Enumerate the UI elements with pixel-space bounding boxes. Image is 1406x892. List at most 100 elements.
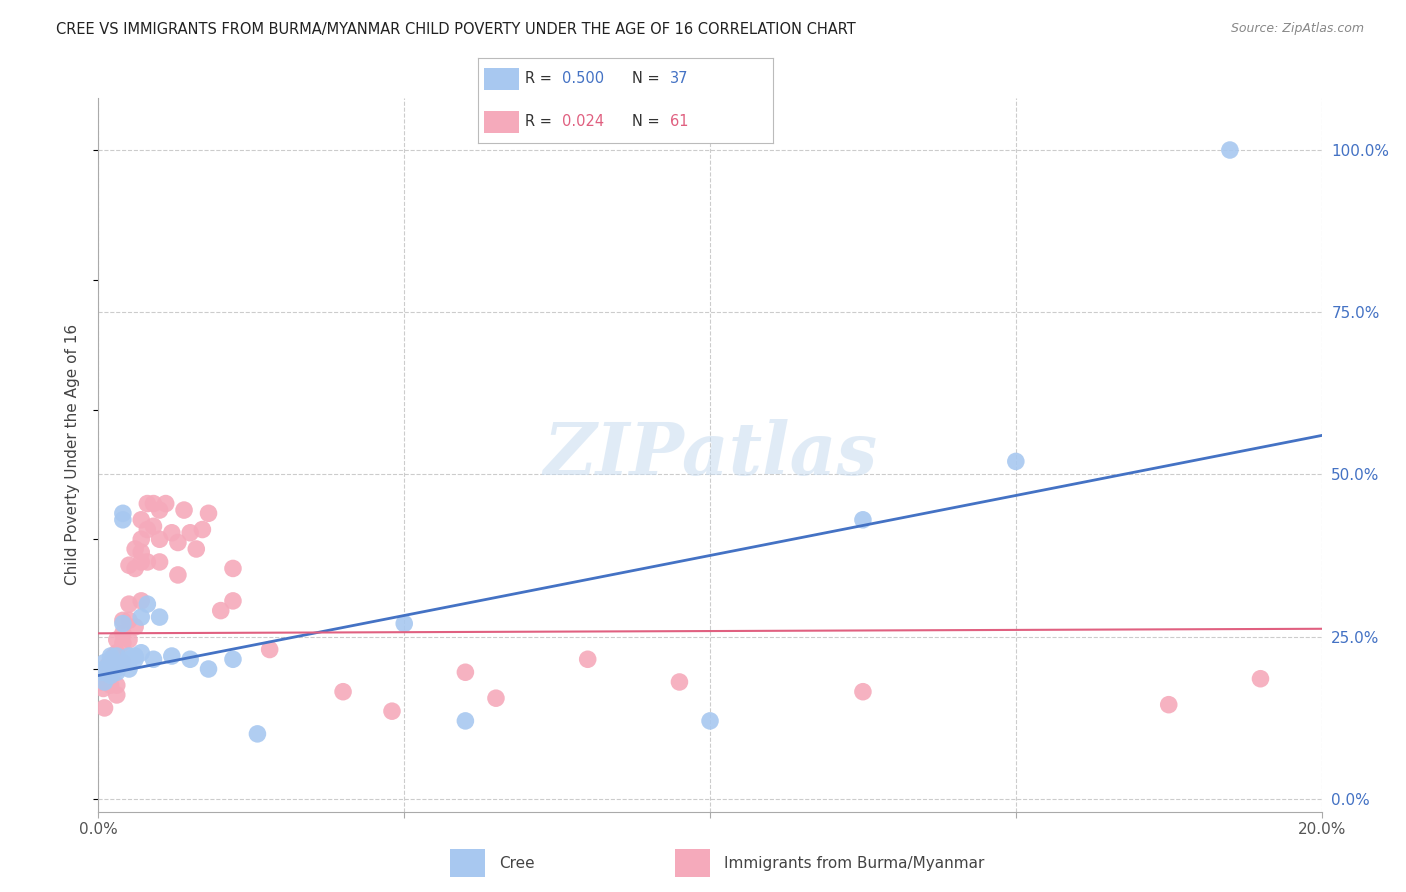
Point [118, 648, 141, 663]
Point [155, 497, 177, 511]
Point [179, 525, 201, 540]
Point [1219, 143, 1241, 157]
Point [93, 665, 115, 680]
Text: 0.024: 0.024 [562, 113, 605, 128]
Point [197, 662, 219, 676]
Text: Cree: Cree [499, 855, 534, 871]
Point [191, 523, 214, 537]
Point [97, 672, 120, 686]
Point [246, 727, 269, 741]
Text: ZIPatlas: ZIPatlas [543, 419, 877, 491]
Point [105, 665, 128, 680]
Text: CREE VS IMMIGRANTS FROM BURMA/MYANMAR CHILD POVERTY UNDER THE AGE OF 16 CORRELAT: CREE VS IMMIGRANTS FROM BURMA/MYANMAR CH… [56, 22, 856, 37]
Point [124, 561, 146, 575]
Point [142, 497, 165, 511]
Text: N =: N = [631, 71, 664, 87]
Point [1157, 698, 1180, 712]
Point [1004, 454, 1026, 468]
Point [129, 610, 152, 624]
Point [111, 616, 134, 631]
Text: Immigrants from Burma/Myanmar: Immigrants from Burma/Myanmar [724, 855, 984, 871]
Point [105, 656, 128, 670]
Point [222, 652, 245, 666]
Text: 37: 37 [671, 71, 689, 87]
Point [136, 597, 159, 611]
Point [167, 535, 190, 549]
Point [454, 665, 477, 680]
Point [89, 665, 111, 680]
Point [100, 662, 122, 676]
Point [668, 675, 690, 690]
Point [118, 632, 141, 647]
FancyBboxPatch shape [484, 68, 519, 90]
Point [332, 684, 354, 698]
Point [160, 648, 183, 663]
Point [111, 613, 134, 627]
Point [100, 678, 122, 692]
FancyBboxPatch shape [450, 849, 485, 877]
Point [485, 691, 508, 706]
Point [160, 525, 183, 540]
Point [124, 620, 146, 634]
FancyBboxPatch shape [484, 111, 519, 133]
Point [118, 597, 141, 611]
Point [852, 684, 875, 698]
Point [149, 533, 172, 547]
Point [105, 678, 128, 692]
Point [93, 656, 115, 670]
Point [136, 523, 159, 537]
Point [90, 675, 112, 690]
Point [129, 555, 152, 569]
Point [97, 658, 120, 673]
FancyBboxPatch shape [675, 849, 710, 877]
Text: 0.500: 0.500 [562, 71, 605, 87]
Point [197, 506, 219, 520]
Point [222, 594, 245, 608]
Point [100, 665, 122, 680]
Point [392, 616, 416, 631]
Point [149, 555, 172, 569]
Point [118, 558, 141, 573]
Point [124, 652, 146, 666]
Point [111, 506, 134, 520]
Point [111, 636, 134, 650]
Point [149, 610, 172, 624]
Point [105, 688, 128, 702]
Point [186, 541, 208, 556]
Point [142, 519, 165, 533]
Point [105, 646, 128, 660]
Point [90, 665, 112, 680]
Point [1249, 672, 1271, 686]
Text: Source: ZipAtlas.com: Source: ZipAtlas.com [1230, 22, 1364, 36]
Point [100, 668, 122, 682]
Point [93, 662, 115, 676]
Point [381, 704, 404, 718]
Point [93, 701, 115, 715]
Point [118, 662, 141, 676]
Point [129, 533, 152, 547]
Point [179, 652, 201, 666]
Text: R =: R = [526, 113, 557, 128]
Point [454, 714, 477, 728]
Point [129, 545, 152, 559]
Text: 61: 61 [671, 113, 689, 128]
Point [699, 714, 721, 728]
Point [100, 648, 122, 663]
Point [111, 626, 134, 640]
Text: N =: N = [631, 113, 664, 128]
Point [136, 555, 159, 569]
Text: R =: R = [526, 71, 557, 87]
Point [118, 613, 141, 627]
Point [97, 662, 120, 676]
Point [124, 541, 146, 556]
Point [111, 656, 134, 670]
Point [173, 503, 195, 517]
Point [91, 681, 114, 696]
Point [222, 561, 245, 575]
Point [149, 503, 172, 517]
Point [167, 568, 190, 582]
Point [100, 652, 122, 666]
Point [129, 513, 152, 527]
Point [142, 652, 165, 666]
Point [105, 662, 128, 676]
